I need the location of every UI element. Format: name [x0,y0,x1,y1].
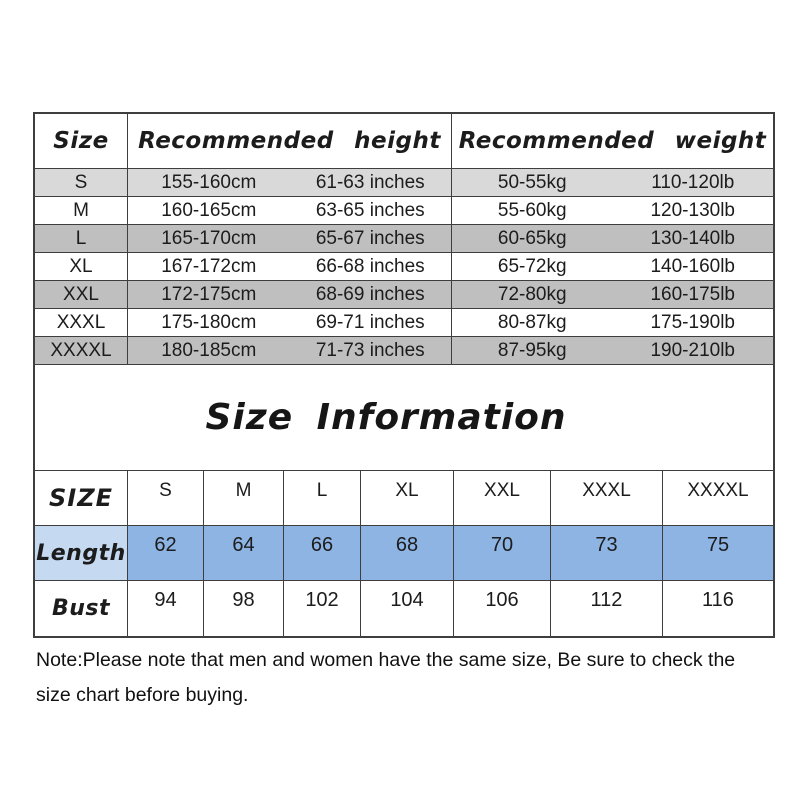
weight-kg-value: 80-87kg [497,311,567,333]
height-cell: 172-175cm 68-69 inches [128,281,452,308]
size-row-xxxl: XXXL 175-180cm 69-71 inches 80-87kg 175-190l… [35,308,773,336]
size-cell: XL [35,253,128,280]
measurement-value-cell: 64 [204,526,284,580]
size-row-xxl: XXL 172-175cm 68-69 inches 72-80kg 160-175lb [35,280,773,308]
measurement-value-cell: 94 [128,581,204,636]
weight-lb-value: 160-175lb [650,283,736,305]
weight-lb-value: 120-130lb [650,199,736,221]
height-cm-value: 165-170cm [161,227,257,249]
weight-kg-value: 60-65kg [497,227,567,249]
size-column-header-m: M [204,471,284,525]
height-cell: 165-170cm 65-67 inches [128,225,452,252]
size-cell: XXL [35,281,128,308]
weight-kg-value: 87-95kg [497,339,567,361]
size-column-header-xxxxl: XXXXL [687,480,749,501]
weight-kg-value: 55-60kg [497,199,567,221]
height-cell: 175-180cm 69-71 inches [128,309,452,336]
weight-lb-value: 175-190lb [650,311,736,333]
height-cm-value: 155-160cm [161,171,257,193]
size-column-header-xxl: XXL [454,471,551,525]
weight-lb-value: 140-160lb [650,255,736,277]
height-inches-value: 69-71 inches [315,311,425,333]
weight-cell: 87-95kg 190-210lb [452,337,773,364]
height-inches-value: 68-69 inches [315,283,425,305]
weight-lb-value: 110-120lb [651,171,735,193]
size-row-s: S 155-160cm 61-63 inches 50-55kg 110-120lb [35,168,773,196]
height-cm-value: 167-172cm [161,255,257,277]
column-header-recommended-weight: Recommended weight [458,128,767,154]
size-row-m: M 160-165cm 63-65 inches 55-60kg 120-130lb [35,196,773,224]
measurement-row-bust: Bust 94 98 102 104 106 112 116 [35,580,773,636]
measurement-value-cell: 98 [204,581,284,636]
weight-lb-value: 130-140lb [650,227,736,249]
measurement-row-length: Length 62 64 66 68 70 73 75 [35,525,773,580]
weight-cell: 50-55kg 110-120lb [452,169,773,196]
measurement-value-cell: 102 [284,581,361,636]
measurement-value-cell: 116 [702,589,734,611]
measurement-table-body: Length 62 64 66 68 70 73 75 Bust 94 98 102 104 106 112… [35,525,773,636]
measurement-value-cell: 106 [454,581,551,636]
measurement-label: Length [35,526,128,580]
height-cell: 167-172cm 66-68 inches [128,253,452,280]
weight-kg-value: 72-80kg [497,283,567,305]
size-cell: M [35,197,128,224]
height-inches-value: 65-67 inches [315,227,425,249]
weight-kg-value: 65-72kg [497,255,567,277]
weight-cell: 55-60kg 120-130lb [452,197,773,224]
height-cm-value: 172-175cm [161,283,257,305]
measurement-value-cell: 104 [361,581,454,636]
recommended-size-table-body: S 155-160cm 61-63 inches 50-55kg 110-120lb M 1… [35,168,773,364]
weight-cell: 60-65kg 130-140lb [452,225,773,252]
section-title: Size Information [35,364,773,470]
size-column-header-l: L [284,471,361,525]
height-inches-value: 61-63 inches [315,171,425,193]
height-cell: 180-185cm 71-73 inches [128,337,452,364]
size-column-header-s: S [128,471,204,525]
size-cell: L [35,225,128,252]
height-cm-value: 175-180cm [161,311,257,333]
weight-lb-value: 190-210lb [650,339,736,361]
note-text: Note:Please note that men and women have… [36,649,736,706]
size-chart-frame: Size Recommended height Recommended weig… [33,112,775,638]
height-cell: 160-165cm 63-65 inches [128,197,452,224]
size-row-xxxxl: XXXXL 180-185cm 71-73 inches 87-95kg 190-210… [35,336,773,364]
size-cell: XXXL [35,309,128,336]
weight-cell: 65-72kg 140-160lb [452,253,773,280]
size-column-header-xl: XL [361,471,454,525]
size-row-xl: XL 167-172cm 66-68 inches 65-72kg 140-160lb [35,252,773,280]
measurement-table-header: SIZE S M L XL XXL XXXL XXXXL [35,470,773,525]
recommended-size-table-header: Size Recommended height Recommended weig… [35,114,773,168]
height-inches-value: 63-65 inches [315,199,425,221]
height-inches-value: 66-68 inches [315,255,425,277]
measurement-value-cell: 68 [361,526,454,580]
measurement-value-cell: 70 [454,526,551,580]
column-header-size: Size [35,114,128,168]
measurement-value-cell: 75 [663,526,773,580]
measurement-value-cell: 112 [551,581,663,636]
measurement-corner-label: SIZE [35,471,128,525]
size-cell: S [35,169,128,196]
size-cell: XXXXL [35,337,128,364]
height-cell: 155-160cm 61-63 inches [128,169,452,196]
height-cm-value: 180-185cm [161,339,257,361]
measurement-label: Bust [35,581,128,636]
measurement-table: SIZE S M L XL XXL XXXL XXXXL Length 62 64 66 68 70 73… [35,470,773,636]
measurement-value-cell: 73 [551,526,663,580]
height-inches-value: 71-73 inches [315,339,425,361]
recommended-size-table: Size Recommended height Recommended weig… [35,114,773,364]
measurement-value-cell: 66 [284,526,361,580]
weight-cell: 72-80kg 160-175lb [452,281,773,308]
weight-kg-value: 50-55kg [497,171,567,193]
size-row-l: L 165-170cm 65-67 inches 60-65kg 130-140lb [35,224,773,252]
column-header-recommended-height: Recommended height [128,114,452,168]
size-column-header-xxxl: XXXL [551,471,663,525]
height-cm-value: 160-165cm [161,199,257,221]
weight-cell: 80-87kg 175-190lb [452,309,773,336]
measurement-value-cell: 62 [128,526,204,580]
